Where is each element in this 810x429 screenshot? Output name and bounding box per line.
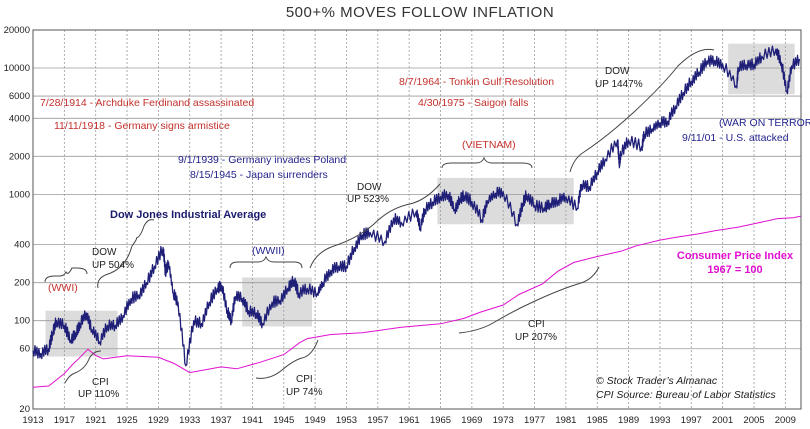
period-label-wwii: (WWII) bbox=[252, 245, 285, 257]
y-axis-ticks: 20 60 100 200 400 1000 2000 4000 6000 10000 20000 bbox=[4, 25, 30, 415]
brace-connectors bbox=[44, 48, 715, 384]
brace-cpi3 bbox=[458, 266, 600, 334]
event-1945: 8/15/1945 - Japan surrenders bbox=[190, 169, 328, 181]
credit-almanac: © Stock Trader’s Almanac bbox=[596, 375, 718, 387]
period-label-wwi: (WWI) bbox=[48, 282, 78, 294]
cpi-series-label-base: 1967 = 100 bbox=[707, 264, 762, 276]
y-tick-60: 60 bbox=[19, 344, 30, 355]
brace-vietnam bbox=[441, 156, 533, 169]
y-tick-200: 200 bbox=[14, 278, 30, 289]
x-tick-1917: 1917 bbox=[54, 415, 75, 426]
x-tick-1925: 1925 bbox=[116, 415, 137, 426]
x-tick-1961: 1961 bbox=[399, 415, 420, 426]
x-tick-1969: 1969 bbox=[461, 415, 482, 426]
y-tick-10000: 10000 bbox=[4, 63, 30, 74]
x-tick-1993: 1993 bbox=[649, 415, 670, 426]
y-tick-400: 400 bbox=[14, 240, 30, 251]
x-tick-1949: 1949 bbox=[305, 415, 326, 426]
x-tick-1929: 1929 bbox=[148, 415, 169, 426]
plot-frame bbox=[32, 29, 802, 410]
x-tick-1989: 1989 bbox=[618, 415, 639, 426]
annotation-cpi2-line1: CPI bbox=[296, 374, 313, 385]
x-tick-1953: 1953 bbox=[336, 415, 357, 426]
event-1975: 4/30/1975 - Saigon falls bbox=[418, 97, 528, 109]
period-label-vietnam: (VIETNAM) bbox=[462, 139, 516, 151]
x-tick-1921: 1921 bbox=[85, 415, 106, 426]
brace-dow2 bbox=[309, 183, 441, 269]
annotation-dow2-line2: UP 523% bbox=[347, 194, 389, 205]
annotation-dow3-line2: UP 1447% bbox=[595, 79, 643, 90]
y-tick-4000: 4000 bbox=[9, 113, 30, 124]
x-tick-1933: 1933 bbox=[179, 415, 200, 426]
x-tick-1977: 1977 bbox=[524, 415, 545, 426]
x-tick-1937: 1937 bbox=[211, 415, 232, 426]
x-tick-1985: 1985 bbox=[587, 415, 608, 426]
annotation-dow3-line1: DOW bbox=[605, 66, 630, 77]
brace-wwii bbox=[229, 255, 303, 269]
brace-cpi1 bbox=[64, 350, 102, 384]
annotation-cpi1-line2: UP 110% bbox=[78, 389, 119, 400]
annotation-dow1-line1: DOW bbox=[92, 247, 117, 258]
y-tick-1000: 1000 bbox=[9, 189, 30, 200]
annotation-cpi3-line2: UP 207% bbox=[515, 332, 557, 343]
x-tick-1941: 1941 bbox=[242, 415, 263, 426]
x-tick-1965: 1965 bbox=[430, 415, 451, 426]
y-tick-2000: 2000 bbox=[9, 151, 30, 162]
x-tick-1997: 1997 bbox=[681, 415, 702, 426]
x-tick-2001: 2001 bbox=[712, 415, 733, 426]
x-tick-2005: 2005 bbox=[743, 415, 764, 426]
dow-series-label: Dow Jones Industrial Average bbox=[110, 209, 266, 221]
event-1964: 8/7/1964 - Tonkin Gulf Resolution bbox=[399, 76, 554, 88]
x-tick-1981: 1981 bbox=[555, 415, 576, 426]
x-tick-1973: 1973 bbox=[493, 415, 514, 426]
brace-dow1 bbox=[97, 219, 155, 289]
cpi-series-label: Consumer Price Index bbox=[677, 250, 794, 262]
chart-title: 500+% MOVES FOLLOW INFLATION bbox=[286, 4, 554, 21]
x-tick-1957: 1957 bbox=[367, 415, 388, 426]
event-1939: 9/1/1939 - Germany invades Poland bbox=[178, 154, 346, 166]
credit-cpi-source: CPI Source: Bureau of Labor Statistics bbox=[596, 389, 777, 401]
y-tick-100: 100 bbox=[14, 316, 30, 327]
dow-series-line bbox=[32, 45, 801, 367]
y-tick-6000: 6000 bbox=[9, 91, 30, 102]
period-label-war-on-terror: (WAR ON TERROR) bbox=[719, 117, 810, 129]
brace-wwi bbox=[44, 267, 88, 283]
annotation-dow1-line2: UP 504% bbox=[92, 260, 134, 271]
x-axis-ticks: 1913 1917 1921 1925 1929 1933 1937 1941 1945 1949… bbox=[22, 415, 795, 426]
event-1914: 7/28/1914 - Archduke Ferdinand assassina… bbox=[40, 97, 254, 109]
cpi-series-line bbox=[32, 215, 802, 388]
y-tick-20000: 20000 bbox=[4, 25, 30, 36]
x-tick-1945: 1945 bbox=[273, 415, 294, 426]
x-tick-2009: 2009 bbox=[775, 415, 796, 426]
event-1918: 11/11/1918 - Germany signs armistice bbox=[54, 120, 230, 132]
annotation-cpi3-line1: CPI bbox=[528, 319, 545, 330]
annotation-dow2-line1: DOW bbox=[357, 182, 382, 193]
annotation-cpi1-line1: CPI bbox=[92, 377, 109, 388]
brace-dow3 bbox=[569, 48, 715, 173]
annotation-cpi2-line2: UP 74% bbox=[286, 387, 323, 398]
brace-cpi2 bbox=[255, 339, 319, 379]
y-tick-20: 20 bbox=[19, 404, 30, 415]
x-tick-1913: 1913 bbox=[22, 415, 43, 426]
event-2001: 9/11/01 - U.S. attacked bbox=[682, 132, 789, 144]
